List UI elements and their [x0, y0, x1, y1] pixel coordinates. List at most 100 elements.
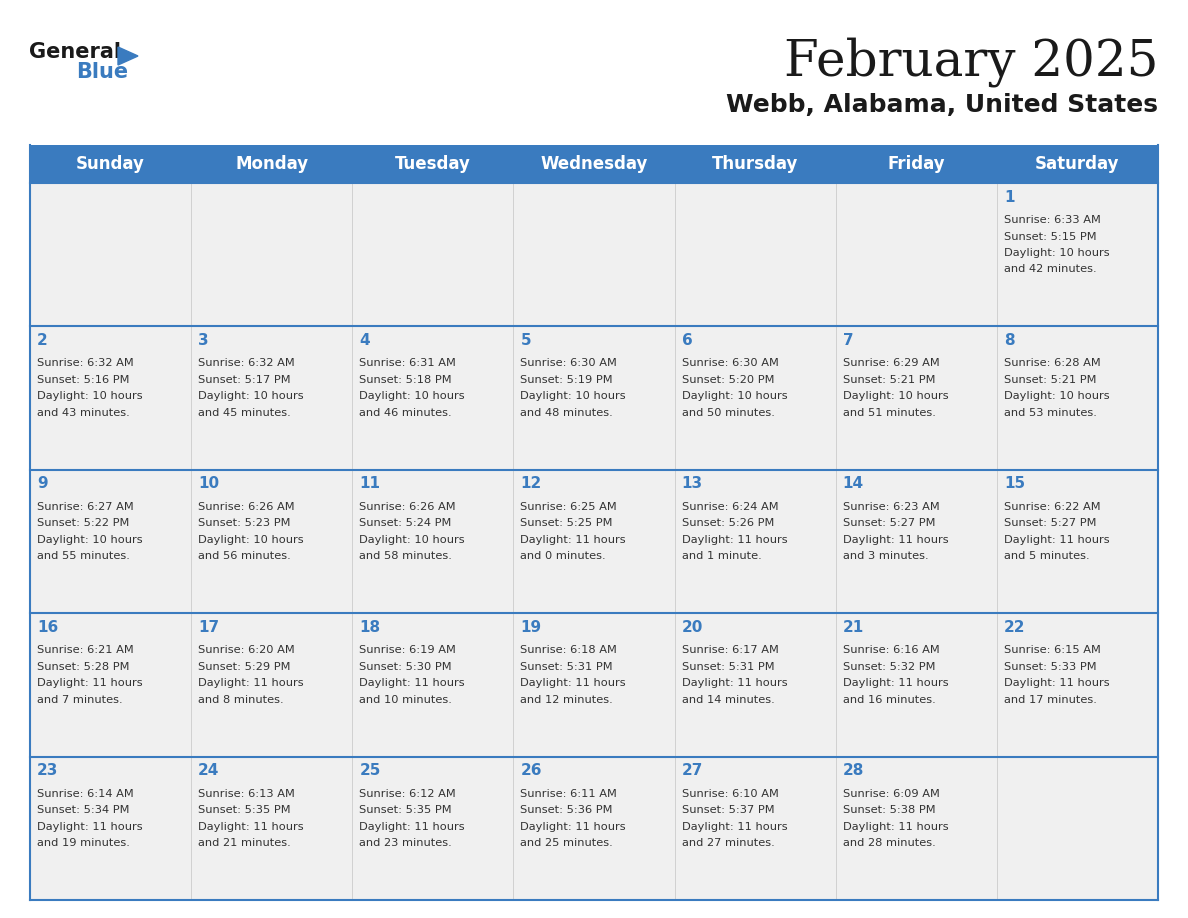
Text: Sunrise: 6:18 AM: Sunrise: 6:18 AM	[520, 645, 618, 655]
Text: Sunrise: 6:28 AM: Sunrise: 6:28 AM	[1004, 358, 1100, 368]
Text: and 3 minutes.: and 3 minutes.	[842, 552, 928, 561]
Text: Daylight: 11 hours: Daylight: 11 hours	[520, 535, 626, 544]
Text: General: General	[29, 42, 121, 62]
Text: Sunrise: 6:31 AM: Sunrise: 6:31 AM	[359, 358, 456, 368]
Text: Sunrise: 6:19 AM: Sunrise: 6:19 AM	[359, 645, 456, 655]
Text: Sunset: 5:28 PM: Sunset: 5:28 PM	[37, 662, 129, 672]
Text: and 28 minutes.: and 28 minutes.	[842, 838, 935, 848]
Text: Sunset: 5:21 PM: Sunset: 5:21 PM	[1004, 375, 1097, 385]
Text: Sunset: 5:34 PM: Sunset: 5:34 PM	[37, 805, 129, 815]
Text: and 10 minutes.: and 10 minutes.	[359, 695, 453, 705]
Text: Daylight: 11 hours: Daylight: 11 hours	[682, 678, 788, 688]
Text: Daylight: 11 hours: Daylight: 11 hours	[37, 678, 143, 688]
Text: 21: 21	[842, 620, 864, 634]
Text: Sunrise: 6:13 AM: Sunrise: 6:13 AM	[198, 789, 295, 799]
Text: Sunrise: 6:32 AM: Sunrise: 6:32 AM	[37, 358, 134, 368]
Text: Sunrise: 6:09 AM: Sunrise: 6:09 AM	[842, 789, 940, 799]
Text: 3: 3	[198, 333, 209, 348]
Text: Sunrise: 6:26 AM: Sunrise: 6:26 AM	[359, 502, 456, 512]
Text: Daylight: 11 hours: Daylight: 11 hours	[682, 822, 788, 832]
Text: Wednesday: Wednesday	[541, 155, 647, 173]
Text: Sunset: 5:15 PM: Sunset: 5:15 PM	[1004, 231, 1097, 241]
Text: and 16 minutes.: and 16 minutes.	[842, 695, 935, 705]
Text: 12: 12	[520, 476, 542, 491]
Text: Sunset: 5:31 PM: Sunset: 5:31 PM	[520, 662, 613, 672]
Text: Sunset: 5:36 PM: Sunset: 5:36 PM	[520, 805, 613, 815]
Text: Sunset: 5:33 PM: Sunset: 5:33 PM	[1004, 662, 1097, 672]
Text: and 25 minutes.: and 25 minutes.	[520, 838, 613, 848]
Text: Sunset: 5:26 PM: Sunset: 5:26 PM	[682, 519, 773, 528]
Text: Sunrise: 6:14 AM: Sunrise: 6:14 AM	[37, 789, 134, 799]
Text: 27: 27	[682, 763, 703, 778]
Text: Sunday: Sunday	[76, 155, 145, 173]
Polygon shape	[118, 47, 138, 65]
Text: and 45 minutes.: and 45 minutes.	[198, 408, 291, 418]
Text: and 21 minutes.: and 21 minutes.	[198, 838, 291, 848]
Text: and 48 minutes.: and 48 minutes.	[520, 408, 613, 418]
Text: and 55 minutes.: and 55 minutes.	[37, 552, 129, 561]
Text: Sunset: 5:35 PM: Sunset: 5:35 PM	[359, 805, 451, 815]
Text: and 51 minutes.: and 51 minutes.	[842, 408, 936, 418]
Text: Sunset: 5:20 PM: Sunset: 5:20 PM	[682, 375, 775, 385]
Text: Daylight: 11 hours: Daylight: 11 hours	[842, 822, 948, 832]
Text: Daylight: 10 hours: Daylight: 10 hours	[198, 391, 304, 401]
Text: Sunrise: 6:20 AM: Sunrise: 6:20 AM	[198, 645, 295, 655]
Text: Monday: Monday	[235, 155, 308, 173]
Text: 22: 22	[1004, 620, 1025, 634]
Text: and 42 minutes.: and 42 minutes.	[1004, 264, 1097, 274]
Text: Daylight: 10 hours: Daylight: 10 hours	[37, 535, 143, 544]
Text: 23: 23	[37, 763, 58, 778]
Text: 8: 8	[1004, 333, 1015, 348]
Bar	[30, 327, 1158, 470]
Text: Sunrise: 6:22 AM: Sunrise: 6:22 AM	[1004, 502, 1100, 512]
Text: and 27 minutes.: and 27 minutes.	[682, 838, 775, 848]
Text: 19: 19	[520, 620, 542, 634]
Text: Sunrise: 6:17 AM: Sunrise: 6:17 AM	[682, 645, 778, 655]
Text: 4: 4	[359, 333, 369, 348]
Text: Daylight: 11 hours: Daylight: 11 hours	[1004, 535, 1110, 544]
Text: 5: 5	[520, 333, 531, 348]
Text: Sunset: 5:25 PM: Sunset: 5:25 PM	[520, 519, 613, 528]
Text: 1: 1	[1004, 189, 1015, 205]
Text: Sunset: 5:29 PM: Sunset: 5:29 PM	[198, 662, 291, 672]
Text: Sunset: 5:24 PM: Sunset: 5:24 PM	[359, 519, 451, 528]
Text: and 0 minutes.: and 0 minutes.	[520, 552, 606, 561]
Text: Daylight: 11 hours: Daylight: 11 hours	[37, 822, 143, 832]
Text: Daylight: 10 hours: Daylight: 10 hours	[1004, 248, 1110, 258]
Text: Sunset: 5:16 PM: Sunset: 5:16 PM	[37, 375, 129, 385]
Text: Daylight: 11 hours: Daylight: 11 hours	[198, 822, 304, 832]
Text: Daylight: 10 hours: Daylight: 10 hours	[359, 391, 465, 401]
Text: and 1 minute.: and 1 minute.	[682, 552, 762, 561]
Text: Sunrise: 6:30 AM: Sunrise: 6:30 AM	[682, 358, 778, 368]
Text: Sunset: 5:18 PM: Sunset: 5:18 PM	[359, 375, 451, 385]
Text: Sunset: 5:31 PM: Sunset: 5:31 PM	[682, 662, 775, 672]
Text: and 12 minutes.: and 12 minutes.	[520, 695, 613, 705]
Text: February 2025: February 2025	[784, 37, 1158, 87]
Text: and 5 minutes.: and 5 minutes.	[1004, 552, 1089, 561]
Text: Daylight: 10 hours: Daylight: 10 hours	[37, 391, 143, 401]
Text: Saturday: Saturday	[1035, 155, 1119, 173]
Text: Daylight: 11 hours: Daylight: 11 hours	[198, 678, 304, 688]
Text: Sunset: 5:27 PM: Sunset: 5:27 PM	[1004, 519, 1097, 528]
Text: 14: 14	[842, 476, 864, 491]
Text: Sunset: 5:22 PM: Sunset: 5:22 PM	[37, 519, 129, 528]
Text: Daylight: 11 hours: Daylight: 11 hours	[520, 678, 626, 688]
Text: 6: 6	[682, 333, 693, 348]
Text: Daylight: 11 hours: Daylight: 11 hours	[842, 678, 948, 688]
Text: 11: 11	[359, 476, 380, 491]
Text: Daylight: 10 hours: Daylight: 10 hours	[198, 535, 304, 544]
Text: Daylight: 10 hours: Daylight: 10 hours	[842, 391, 948, 401]
Text: Sunset: 5:37 PM: Sunset: 5:37 PM	[682, 805, 775, 815]
Text: 13: 13	[682, 476, 702, 491]
Text: Blue: Blue	[76, 62, 128, 82]
Text: 18: 18	[359, 620, 380, 634]
Text: Daylight: 11 hours: Daylight: 11 hours	[359, 822, 465, 832]
Text: 25: 25	[359, 763, 380, 778]
Text: Sunset: 5:17 PM: Sunset: 5:17 PM	[198, 375, 291, 385]
Text: 16: 16	[37, 620, 58, 634]
Text: and 58 minutes.: and 58 minutes.	[359, 552, 453, 561]
Text: Sunset: 5:32 PM: Sunset: 5:32 PM	[842, 662, 935, 672]
Text: Sunset: 5:38 PM: Sunset: 5:38 PM	[842, 805, 935, 815]
Text: Sunrise: 6:24 AM: Sunrise: 6:24 AM	[682, 502, 778, 512]
Text: and 46 minutes.: and 46 minutes.	[359, 408, 451, 418]
